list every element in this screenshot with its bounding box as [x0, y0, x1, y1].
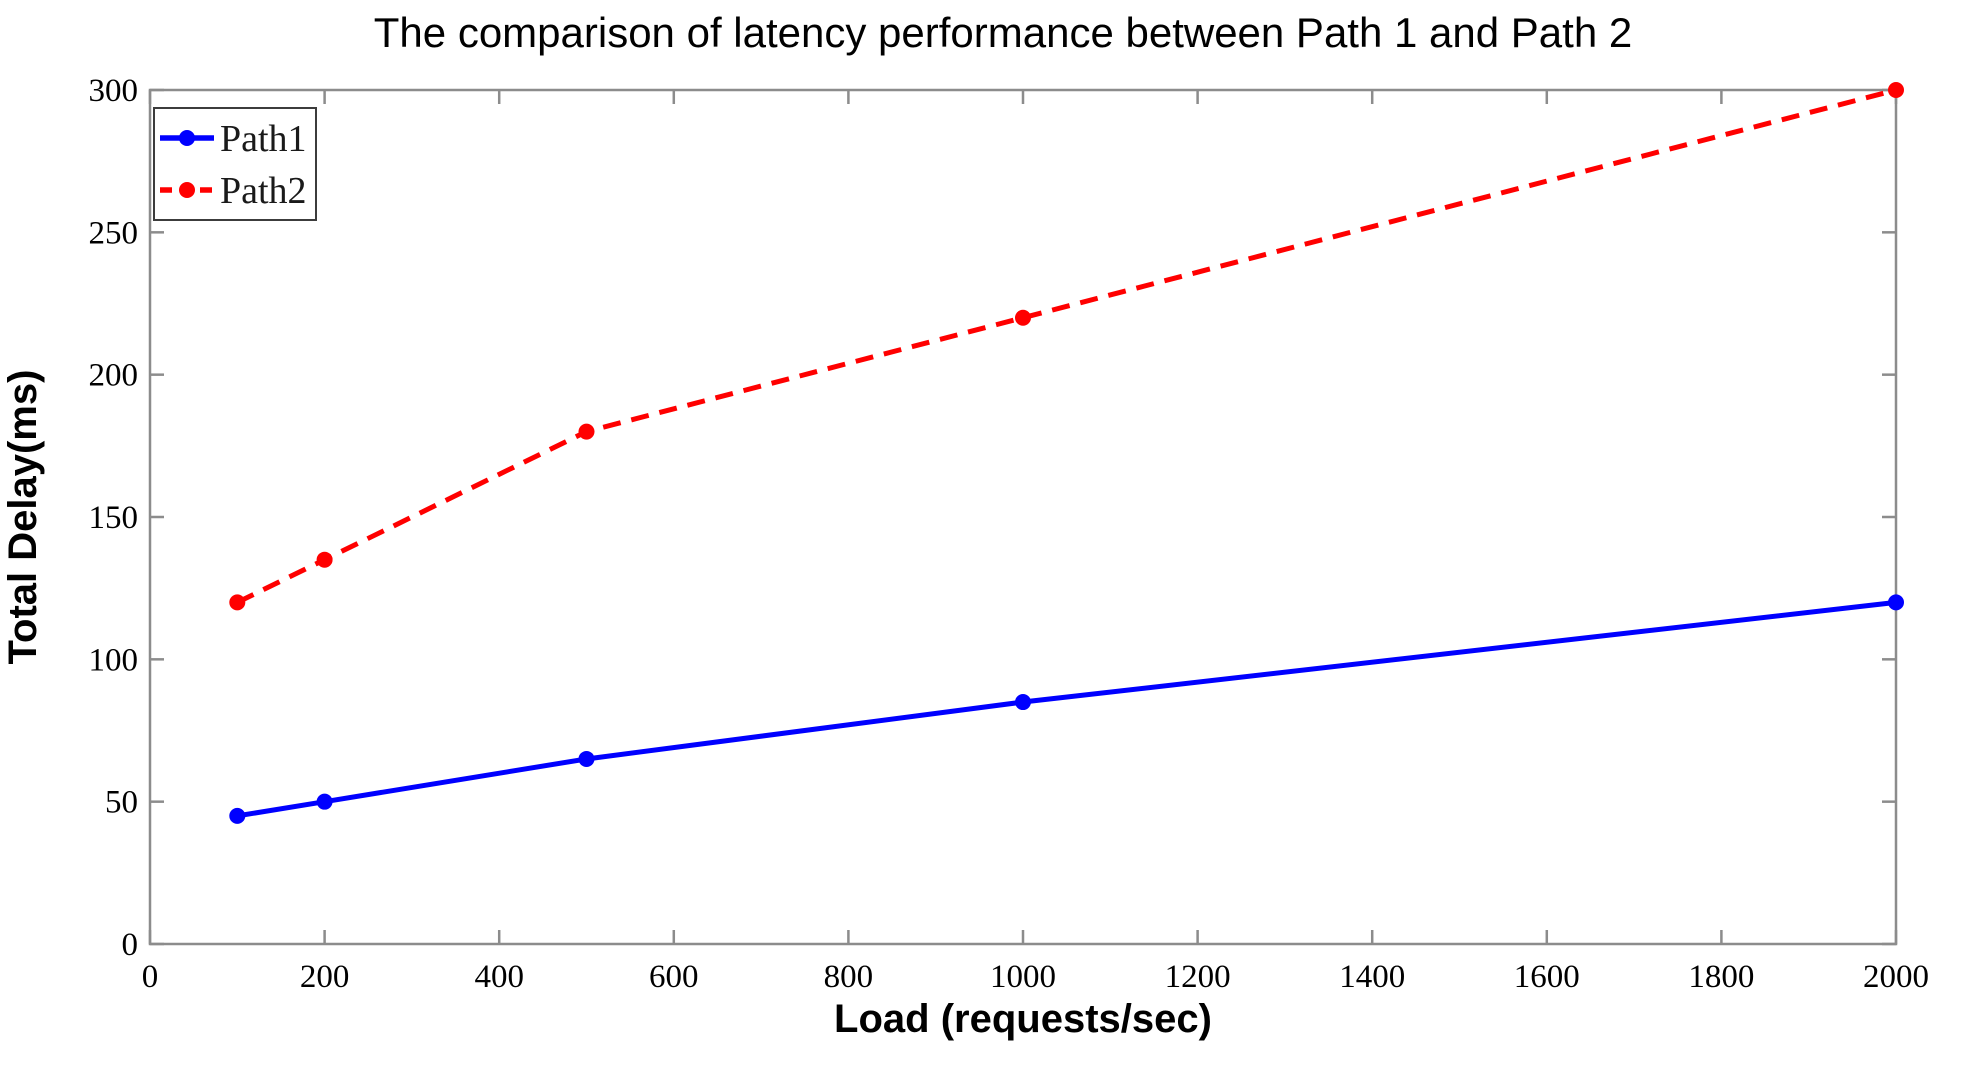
data-point-marker-path2 [1015, 309, 1031, 326]
series-line-path2 [236, 87, 1897, 605]
data-point-marker-path2 [1888, 82, 1904, 98]
legend-label-path1: Path1 [220, 118, 307, 160]
x-tick-label: 1600 [1514, 959, 1580, 995]
legend-sample-marker-path2 [179, 182, 195, 198]
data-point-marker-path2 [578, 423, 595, 440]
y-tick-label: 200 [89, 358, 139, 394]
data-point-marker-path1 [578, 750, 595, 767]
data-point-marker-path1 [1015, 694, 1031, 711]
x-tick-label: 600 [649, 959, 699, 995]
y-tick-label: 300 [89, 73, 139, 109]
y-tick-label: 100 [89, 642, 139, 678]
data-series-layer [229, 82, 1904, 824]
x-tick-label: 800 [824, 959, 874, 995]
y-axis-label: Total Delay(ms) [1, 370, 45, 665]
x-tick-label: 1400 [1339, 959, 1405, 995]
legend-sample-marker-path1 [179, 130, 195, 146]
x-tick-label: 0 [142, 959, 159, 995]
y-tick-label: 250 [89, 215, 139, 251]
data-point-marker-path1 [1888, 594, 1904, 611]
chart-title: The comparison of latency performance be… [374, 9, 1632, 56]
y-tick-label: 50 [105, 785, 138, 821]
x-axis-label: Load (requests/sec) [834, 997, 1212, 1041]
legend-entries: Path1 Path2 [160, 118, 307, 212]
data-point-marker-path2 [316, 551, 333, 568]
data-point-marker-path2 [229, 594, 246, 611]
x-tick-label: 1200 [1165, 959, 1231, 995]
x-tick-label: 2000 [1863, 959, 1929, 995]
x-tick-label: 200 [300, 959, 350, 995]
legend-box [153, 107, 317, 221]
data-point-marker-path1 [229, 807, 246, 824]
plot-area-box [148, 88, 1898, 946]
legend: Path1 Path2 [153, 107, 317, 221]
x-tick-label: 400 [474, 959, 524, 995]
axis-ticks-layer: 0 200 400 600 800 1000 1200 1400 1600 1800 2000 0 50… [89, 73, 1930, 995]
data-point-marker-path1 [316, 793, 333, 810]
y-tick-label: 0 [122, 927, 139, 963]
y-tick-label: 150 [89, 500, 139, 536]
x-tick-label: 1000 [990, 959, 1056, 995]
series-line-path1 [236, 599, 1897, 819]
legend-label-path2: Path2 [220, 170, 307, 212]
x-tick-label: 1800 [1688, 959, 1754, 995]
